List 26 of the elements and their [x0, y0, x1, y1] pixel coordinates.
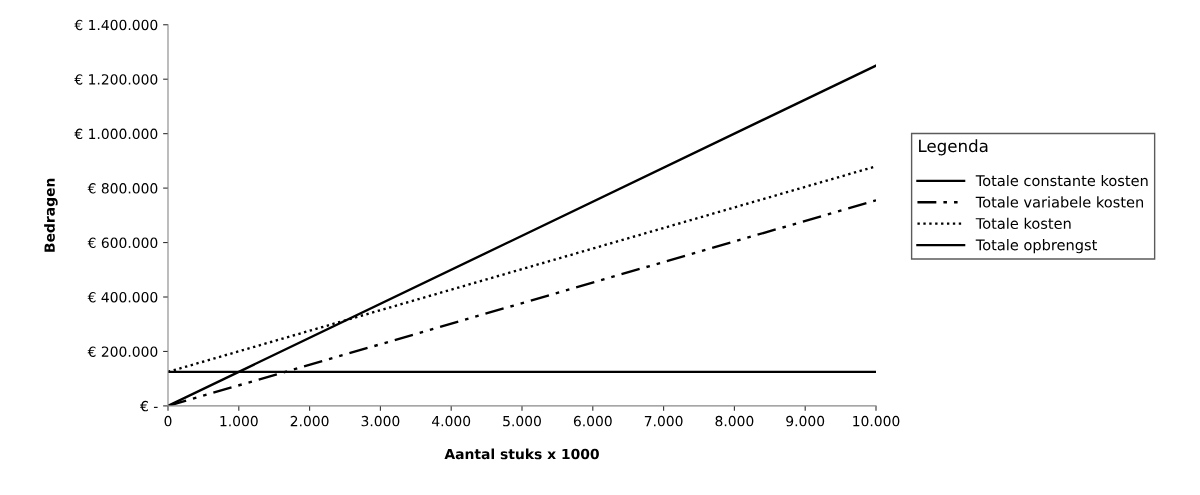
x-tick-label: 0: [164, 415, 172, 427]
x-tick-label: 6.000: [573, 415, 612, 427]
x-axis-title: Aantal stuks x 1000: [444, 448, 599, 460]
x-tick-label: 1.000: [220, 415, 258, 427]
legend-label: Totale variabele kosten: [975, 196, 1144, 208]
x-tick-label: 7.000: [644, 415, 683, 427]
y-tick-label: € 1.200.000: [74, 74, 158, 85]
y-tick-label: € 600.000: [87, 237, 158, 249]
x-tick-label: 9.000: [786, 415, 825, 427]
y-tick-label: € 400.000: [87, 291, 158, 303]
x-tick-label: 2.000: [290, 415, 329, 427]
x-tick-label: 10.000: [853, 415, 900, 427]
y-tick-label: € 800.000: [87, 183, 158, 194]
x-tick-label: 8.000: [715, 415, 754, 427]
y-tick-label: € 1.400.000: [74, 19, 158, 31]
y-tick-label: € -: [140, 400, 158, 412]
x-tick-label: 4.000: [432, 415, 471, 427]
legend-title: Legenda: [919, 139, 988, 156]
y-axis-title: Bedragen: [44, 178, 58, 252]
legend-label: Totale constante kosten: [975, 174, 1148, 187]
x-tick-label: 5.000: [503, 415, 541, 427]
y-tick-label: € 1.000.000: [74, 128, 158, 140]
legend-label: Totale kosten: [975, 217, 1071, 229]
x-tick-label: 3.000: [361, 415, 400, 427]
y-tick-label: € 200.000: [87, 346, 158, 357]
legend-label: Totale opbrengst: [975, 239, 1097, 254]
